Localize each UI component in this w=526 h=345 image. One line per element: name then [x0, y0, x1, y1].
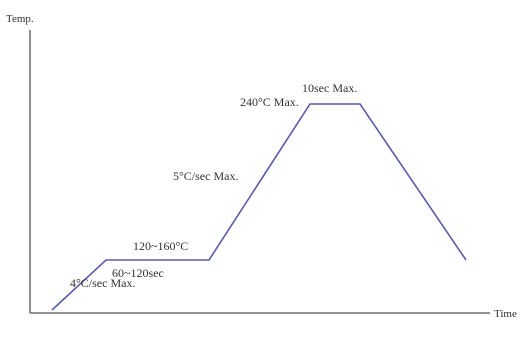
annotation-preheat-time: 60~120sec — [112, 266, 164, 280]
temperature-profile-line — [51, 103, 467, 311]
y-axis-label: Temp. — [6, 13, 34, 25]
annotation-ramp-up-rate: 4°C/sec Max. — [70, 276, 135, 290]
annotation-peak-temp: 240°C Max. — [240, 95, 299, 109]
annotation-peak-time: 10sec Max. — [302, 81, 357, 95]
annotation-ramp-to-peak-rate: 5°C/sec Max. — [173, 169, 238, 183]
x-axis-label: Time — [494, 308, 517, 320]
annotation-preheat-temp: 120~160°C — [133, 239, 188, 253]
